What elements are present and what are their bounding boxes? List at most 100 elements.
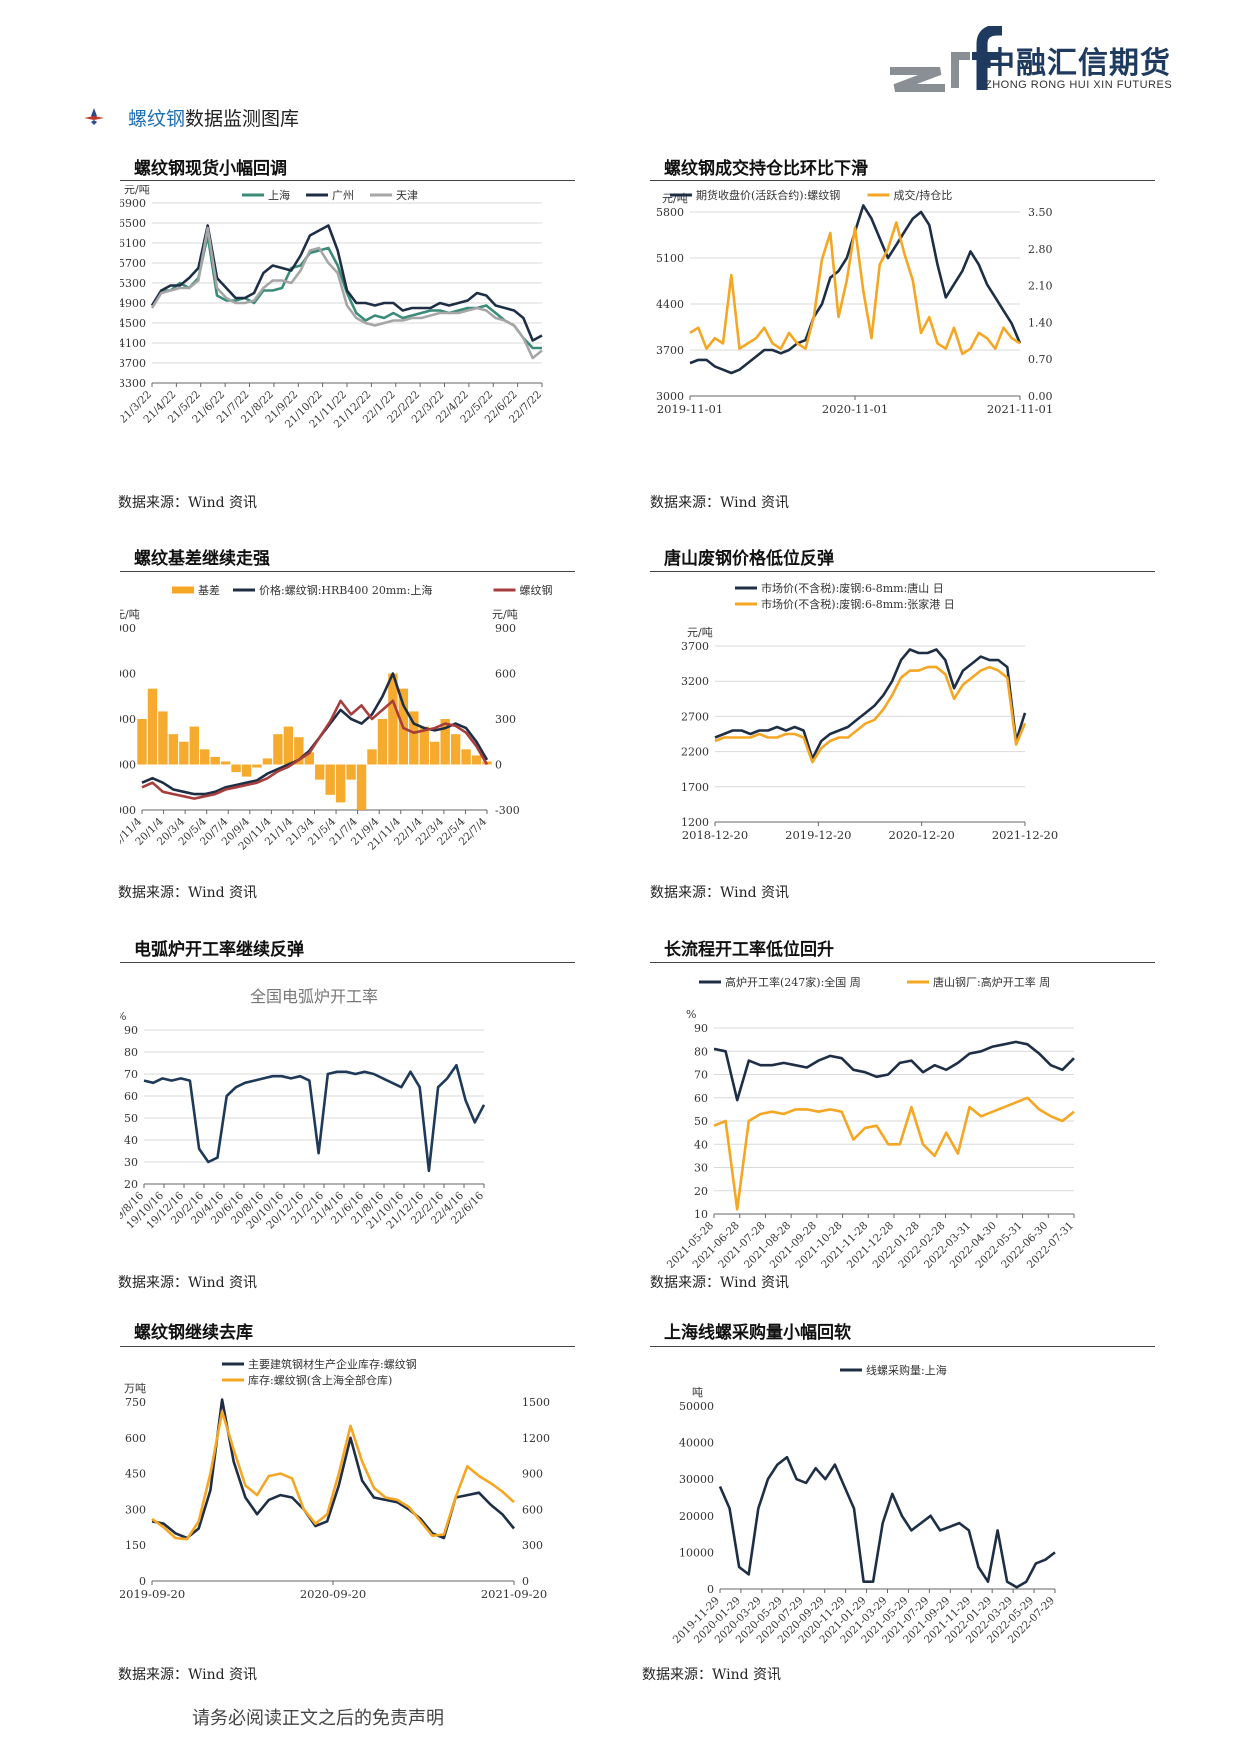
y-tick-label: 4000 [120, 759, 136, 772]
y-tick-label: 50 [694, 1115, 708, 1128]
y2-tick-label: 300 [522, 1539, 543, 1552]
chart-4-title: 唐山废钢价格低位反弹 [664, 549, 834, 569]
y-tick-label: 3700 [681, 640, 709, 653]
y-tick-label: 80 [124, 1046, 138, 1059]
legend-label: 成交/持仓比 [894, 188, 953, 202]
x-tick-label: 2019-09-20 [120, 1587, 185, 1601]
y-axis-label: 元/吨 [120, 608, 140, 621]
series-line-0 [713, 1040, 1075, 1102]
y-tick-label: 4500 [120, 317, 146, 330]
chart-4-rule [650, 571, 1155, 572]
basis-bar [430, 741, 440, 765]
y-tick-label: 20000 [679, 1510, 714, 1523]
y-tick-label: 40000 [679, 1437, 714, 1450]
basis-bar [158, 711, 168, 765]
y-tick-label: 300 [125, 1503, 146, 1516]
brand-name-cn: 中融汇信期货 [985, 46, 1171, 81]
y-axis-label: 万吨 [124, 1382, 146, 1395]
basis-bar [147, 688, 158, 765]
y-axis-label: % [686, 1008, 696, 1021]
legend-label: 唐山钢厂:高炉开工率 周 [933, 975, 1050, 989]
x-tick-label: 2018-12-20 [682, 828, 748, 842]
legend-label: 线螺采购量:上海 [866, 1363, 947, 1377]
legend-label: 市场价(不含税):废钢:6-8mm:张家港 日 [761, 597, 955, 611]
y-axis-label: 吨 [692, 1386, 703, 1399]
y-tick-label: 3200 [681, 675, 709, 688]
legend-label: 主要建筑钢材生产企业库存:螺纹钢 [248, 1357, 417, 1371]
basis-bar [356, 764, 367, 810]
y-tick-label: 3700 [656, 344, 684, 357]
y-tick-label: 6100 [120, 237, 146, 250]
basis-bar [210, 756, 220, 765]
y-tick-label: 1200 [681, 816, 709, 829]
chart-8-purchase-volume: 01000020000300004000050000吨2019-11-29202… [671, 1363, 1057, 1646]
x-tick-label: 2020-11-01 [822, 402, 888, 416]
chart-6-source: 数据来源：Wind 资讯 [650, 1275, 790, 1291]
y-tick-label: 3000 [120, 804, 136, 817]
chart-5-source: 数据来源：Wind 资讯 [118, 1275, 258, 1291]
y-tick-label: 40 [124, 1134, 138, 1147]
y2-tick-label: 1200 [522, 1432, 550, 1445]
x-tick-label: 2020-12-20 [889, 828, 955, 842]
basis-bar [315, 764, 325, 780]
legend-label: 基差 [198, 583, 220, 597]
legend-label: 上海 [268, 188, 290, 202]
y-tick-label: 5100 [656, 252, 684, 265]
chart-2-volume-oi-ratio: 3000 3700 4400 5100 5800 0.00 0.70 1.40 2.10 2.80… [656, 188, 1053, 416]
chart-7-rule [120, 1346, 575, 1347]
chart-6-title: 长流程开工率低位回升 [664, 940, 834, 960]
brand-name-en: ZHONG RONG HUI XIN FUTURES [985, 79, 1173, 91]
basis-bar [325, 764, 335, 795]
y-tick-label: 50 [124, 1112, 138, 1125]
basis-bar [189, 726, 199, 765]
y2-tick-label: -300 [495, 804, 520, 817]
y-tick-label: 0 [139, 1575, 146, 1588]
basis-bar [241, 764, 252, 777]
inner-chart-title: 全国电弧炉开工率 [250, 987, 378, 1006]
y-tick-label: 6000 [120, 668, 136, 681]
y2-tick-label: 1500 [522, 1396, 550, 1409]
y-tick-label: 7000 [120, 622, 136, 635]
basis-bar [419, 726, 429, 765]
y2-tick-label: 3.50 [1028, 206, 1053, 219]
chart-1-source: 数据来源：Wind 资讯 [118, 495, 258, 511]
basis-bar [377, 719, 388, 765]
y-tick-label: 30 [694, 1162, 708, 1175]
section-title: 螺纹钢数据监测图库 [128, 108, 300, 130]
basis-bar [450, 734, 461, 765]
chart-3-source: 数据来源：Wind 资讯 [118, 885, 258, 901]
basis-bar [367, 749, 377, 765]
chart-3-title: 螺纹基差继续走强 [134, 549, 270, 569]
y-tick-label: 60 [124, 1090, 138, 1103]
y2-tick-label: 300 [495, 713, 516, 726]
y-tick-label: 90 [694, 1022, 708, 1035]
legend-label: 期货收盘价(活跃合约):螺纹钢 [696, 188, 840, 202]
basis-bar [283, 726, 294, 765]
chart-8-source: 数据来源：Wind 资讯 [642, 1667, 782, 1683]
chart-3-rule [120, 571, 575, 572]
legend-label: 高炉开工率(247家):全国 周 [725, 975, 861, 989]
basis-bar [137, 719, 147, 765]
chart-1-spot-price: 3300 3700 4100 4500 4900 5300 5700 6100 6500 6900… [120, 185, 544, 430]
y-tick-label: 30 [124, 1156, 138, 1169]
y2-tick-label: 900 [522, 1468, 543, 1481]
y-tick-label: 20 [694, 1185, 708, 1198]
x-tick-label: 2019-11-01 [657, 402, 723, 416]
y2-tick-label: 0 [495, 759, 502, 772]
y-tick-label: 6500 [120, 217, 146, 230]
legend-label: 天津 [396, 189, 418, 202]
y-tick-label: 20 [124, 1178, 138, 1191]
y-tick-label: 6900 [120, 197, 146, 210]
y-tick-label: 60 [694, 1092, 708, 1105]
y-tick-label: 450 [125, 1468, 146, 1481]
y-tick-label: 30000 [679, 1473, 714, 1486]
basis-bar [440, 719, 450, 765]
series-line-1 [151, 1410, 515, 1541]
chart-7-inventory: 0 150 300 450 600 750 0 300 600 900 1200 1500 万吨 2019… [120, 1357, 550, 1601]
legend-label: 广州 [332, 189, 354, 202]
y2-axis-label: 元/吨 [492, 608, 518, 621]
basis-bar [346, 764, 356, 780]
y-axis-label: 元/吨 [124, 185, 150, 196]
chart-8-title: 上海线螺采购量小幅回软 [664, 1323, 851, 1343]
chart-3-basis: 30004000500060007000-3000300600900元/吨元/吨… [120, 583, 553, 853]
